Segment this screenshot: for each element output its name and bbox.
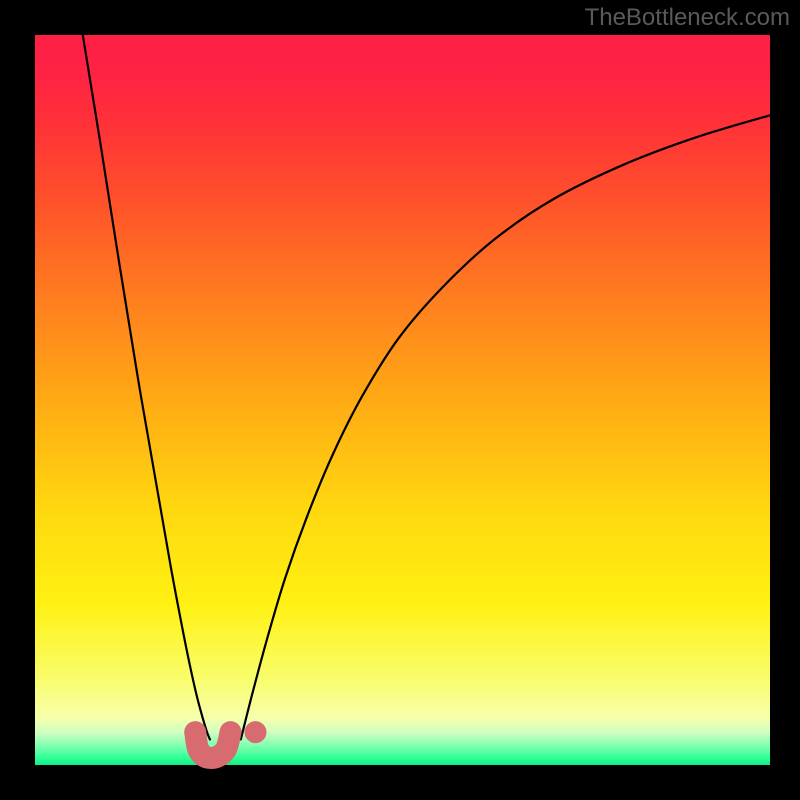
chart-frame: TheBottleneck.com [0, 0, 800, 800]
bottleneck-chart [0, 0, 800, 800]
marker-dot [245, 721, 267, 743]
watermark-text: TheBottleneck.com [585, 4, 790, 32]
chart-background [35, 35, 770, 765]
